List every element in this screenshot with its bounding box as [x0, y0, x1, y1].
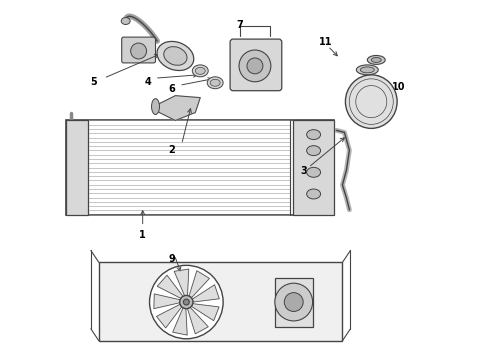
Text: 8: 8 [249, 55, 256, 65]
Ellipse shape [345, 75, 397, 129]
Ellipse shape [307, 167, 320, 177]
Text: 1: 1 [139, 230, 146, 240]
Bar [66, 121, 335, 215]
Ellipse shape [307, 189, 320, 199]
Ellipse shape [157, 41, 194, 71]
Ellipse shape [356, 65, 378, 75]
Text: 6: 6 [169, 84, 175, 94]
Polygon shape [172, 308, 187, 335]
Circle shape [180, 296, 193, 309]
Circle shape [149, 265, 223, 339]
Bar [99, 262, 343, 341]
Polygon shape [174, 269, 189, 296]
Bar [275, 278, 313, 327]
Ellipse shape [307, 130, 320, 140]
Polygon shape [154, 294, 180, 309]
Ellipse shape [151, 99, 159, 114]
Circle shape [275, 283, 313, 321]
Polygon shape [156, 304, 182, 328]
Text: 10: 10 [392, 82, 405, 92]
Text: 9: 9 [169, 253, 175, 264]
Text: 4: 4 [144, 77, 151, 87]
Ellipse shape [360, 67, 374, 73]
Ellipse shape [371, 58, 381, 62]
Ellipse shape [307, 146, 320, 156]
Polygon shape [155, 96, 200, 121]
FancyBboxPatch shape [230, 39, 282, 91]
Circle shape [183, 299, 189, 305]
Ellipse shape [210, 79, 220, 86]
Text: 11: 11 [318, 37, 332, 48]
Circle shape [284, 293, 303, 311]
Bar [293, 121, 335, 215]
Ellipse shape [207, 77, 223, 89]
Bar [66, 121, 88, 215]
Polygon shape [192, 304, 219, 321]
Polygon shape [188, 307, 208, 334]
Text: 5: 5 [91, 77, 98, 87]
Ellipse shape [164, 47, 187, 65]
Text: 2: 2 [169, 145, 175, 155]
Ellipse shape [192, 65, 208, 77]
Text: 7: 7 [237, 19, 244, 30]
Ellipse shape [368, 55, 385, 64]
Circle shape [131, 43, 147, 59]
FancyBboxPatch shape [122, 37, 155, 63]
Polygon shape [157, 275, 183, 298]
Circle shape [247, 58, 263, 74]
Polygon shape [189, 271, 209, 298]
Circle shape [239, 50, 271, 82]
Polygon shape [192, 285, 220, 302]
Ellipse shape [121, 18, 130, 24]
Text: 3: 3 [300, 166, 307, 176]
Ellipse shape [196, 67, 205, 74]
